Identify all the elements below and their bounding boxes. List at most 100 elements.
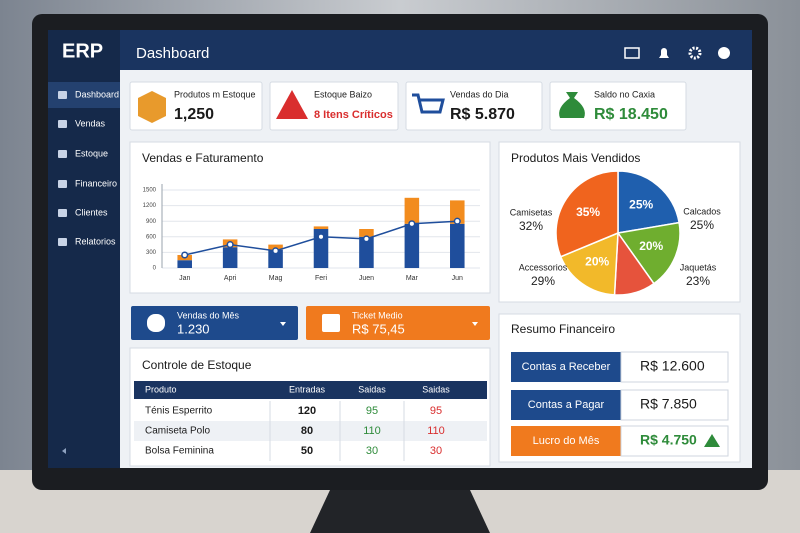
table-cell: 120 (298, 405, 316, 417)
table-cell: 110 (427, 425, 445, 437)
x-tick-label: Mar (406, 275, 419, 282)
table-cell: Bolsa Feminina (145, 446, 214, 457)
pie-slice (616, 221, 681, 285)
line-point (453, 217, 461, 225)
bar (359, 236, 374, 268)
slice-outer-label: 23% (686, 274, 710, 288)
button-value: 1.230 (177, 321, 210, 336)
bar (450, 200, 465, 224)
logo: ERP (62, 40, 103, 62)
slice-outer-label: 25% (690, 218, 714, 232)
kpi-value: R$ 5.870 (450, 106, 515, 123)
finance-label-box (511, 426, 621, 456)
user-icon[interactable] (718, 47, 730, 59)
kpi-label: Vendas do Dia (450, 89, 509, 99)
sidebar-icon[interactable] (58, 180, 67, 188)
column-header: Produto (145, 384, 177, 394)
line-point (362, 235, 370, 243)
top-bar (120, 30, 752, 70)
pie-slice (559, 231, 619, 296)
summary-button[interactable] (306, 306, 490, 340)
y-tick-label: 1200 (143, 203, 157, 209)
sidebar-icon[interactable] (58, 91, 67, 99)
bar (222, 247, 238, 268)
chart-title: Vendas e Faturamento (142, 151, 264, 165)
collapse-icon[interactable] (62, 448, 66, 454)
line-point (181, 251, 189, 259)
slice-outer-label: 32% (519, 219, 543, 233)
dropdown-icon[interactable] (472, 322, 478, 326)
table-cell: 95 (366, 405, 378, 417)
table-cell: Ténis Esperrito (145, 406, 213, 417)
table-title: Controle de Estoque (142, 358, 252, 372)
money-icon (559, 92, 585, 118)
sidebar-item: Dashboard (75, 89, 119, 99)
sidebar-item: Relatorios (75, 236, 116, 246)
button-value: R$ 75,45 (352, 321, 405, 336)
button-icon (147, 314, 165, 332)
table-row (134, 441, 487, 461)
line-point (408, 220, 416, 228)
table-cell: 50 (301, 445, 313, 457)
finance-label: Lucro do Mês (533, 435, 600, 447)
x-tick-label: Jun (452, 275, 463, 282)
button-label: Vendas do Mês (177, 310, 240, 320)
kpi-card (405, 81, 543, 131)
sidebar-icon[interactable] (58, 209, 67, 217)
kpi-label: Saldo no Caxia (594, 89, 655, 99)
warning-icon (704, 434, 720, 447)
kpi-label: Produtos m Estoque (174, 89, 256, 99)
y-tick-label: 300 (146, 250, 157, 256)
kpi-label: Estoque Baizo (314, 89, 372, 99)
bar (404, 197, 420, 224)
cart-icon (412, 93, 445, 114)
table-cell: 30 (430, 445, 442, 457)
table-row (134, 421, 487, 441)
sidebar-item: Vendas (75, 118, 106, 128)
bar (313, 226, 329, 229)
page-title: Dashboard (136, 45, 209, 62)
bar (450, 223, 465, 268)
slice-name: Calcados (683, 206, 721, 216)
sidebar-icon[interactable] (58, 238, 67, 246)
finance-value: R$ 7.850 (640, 396, 697, 412)
x-tick-label: Juen (359, 275, 374, 282)
column-header: Entradas (289, 384, 326, 394)
finance-label: Contas a Pagar (528, 399, 605, 411)
mail-icon[interactable] (624, 47, 640, 59)
bar (359, 229, 374, 237)
pie-slice (617, 170, 680, 234)
line-point (226, 241, 234, 249)
finance-value: R$ 12.600 (640, 358, 705, 374)
slice-label: 20% (639, 239, 663, 253)
sidebar-item: Estoque (75, 148, 108, 158)
dropdown-icon[interactable] (280, 322, 286, 326)
kpi-value: R$ 18.450 (594, 106, 668, 123)
bar (268, 249, 283, 268)
column-header: Saidas (422, 384, 450, 394)
slice-name: Accessorios (519, 262, 568, 272)
chart-title: Produtos Mais Vendidos (511, 151, 640, 165)
settings-icon[interactable] (688, 46, 702, 60)
bell-icon[interactable] (659, 48, 669, 58)
finance-value-box (620, 351, 729, 383)
kpi-value: 1,250 (174, 106, 214, 123)
bar (404, 223, 420, 268)
y-tick-label: 1500 (143, 188, 157, 194)
y-tick-label: 600 (146, 234, 157, 240)
table-row (134, 401, 487, 421)
column-header: Saidas (358, 384, 386, 394)
sidebar-icon[interactable] (58, 150, 67, 158)
table-header (134, 381, 487, 399)
table-cell: 80 (301, 425, 313, 437)
summary-button[interactable] (131, 306, 298, 340)
button-icon (322, 314, 340, 332)
panel-title: Resumo Financeiro (511, 322, 615, 336)
bar (177, 260, 192, 268)
sidebar-icon[interactable] (58, 120, 67, 128)
bar (268, 244, 283, 250)
table-cell: 110 (363, 425, 381, 437)
button-label: Ticket Medio (352, 310, 403, 320)
kpi-value: 8 Itens Críticos (314, 109, 393, 121)
